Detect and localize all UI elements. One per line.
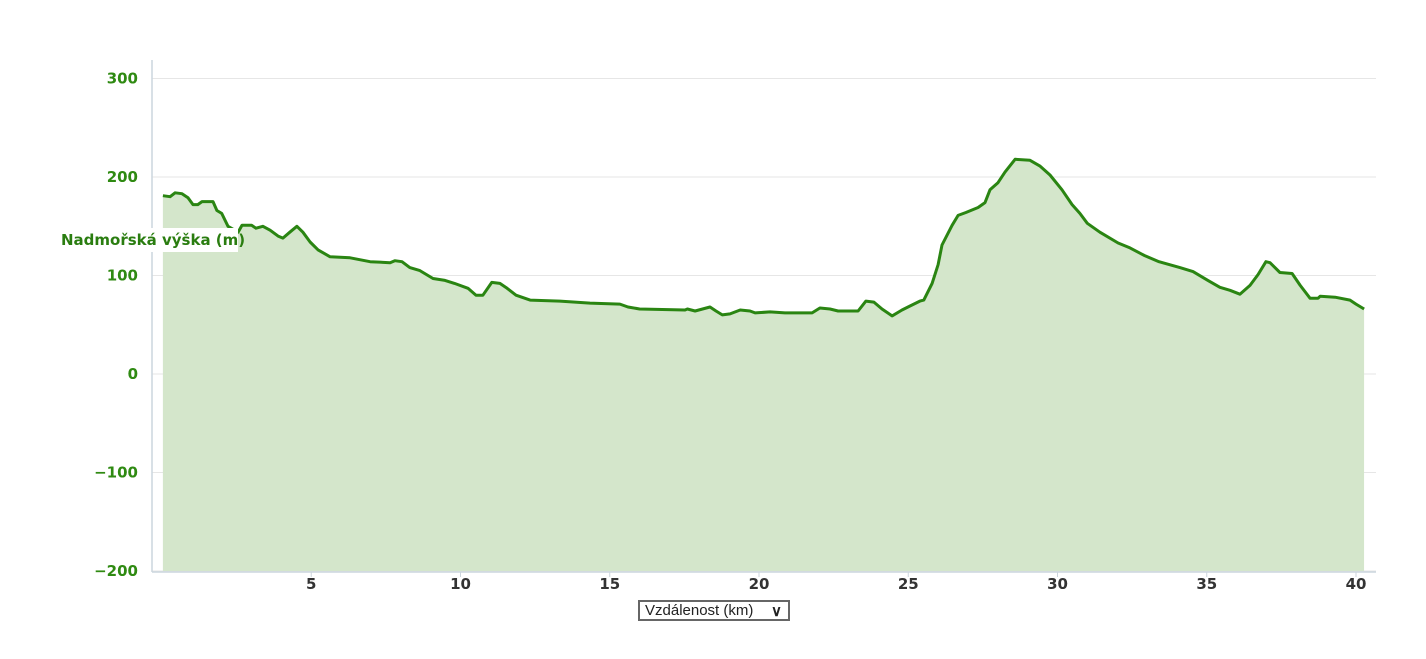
y-tick-label: 300: [107, 70, 138, 88]
x-tick-label: 15: [599, 575, 620, 593]
y-axis-label-bg: [60, 228, 238, 252]
x-tick-label: 25: [898, 575, 919, 593]
elevation-area: [162, 159, 1365, 572]
y-tick-label: −200: [94, 562, 138, 580]
y-ticks: 300 200 100 0 −100 −200: [94, 70, 138, 581]
x-ticks: 5 10 15 20 25 30 35 40: [306, 572, 1366, 593]
y-tick-label: −100: [94, 464, 138, 482]
x-axis-selector[interactable]: Vzdálenost (km) ∨: [638, 600, 790, 621]
y-axis-label: Nadmořská výška (m): [61, 231, 245, 249]
x-tick-label: 40: [1346, 575, 1367, 593]
y-tick-label: 0: [128, 365, 138, 383]
x-tick-label: 35: [1196, 575, 1217, 593]
y-tick-label: 200: [107, 168, 138, 186]
y-tick-label: 100: [107, 267, 138, 285]
x-tick-label: 20: [749, 575, 770, 593]
chevron-down-icon: ∨: [771, 603, 782, 620]
x-tick-label: 10: [450, 575, 471, 593]
elevation-line: [162, 157, 1365, 318]
x-axis-selector-value: Vzdálenost (km): [645, 602, 754, 619]
x-tick-label: 30: [1047, 575, 1068, 593]
x-tick-label: 5: [306, 575, 316, 593]
